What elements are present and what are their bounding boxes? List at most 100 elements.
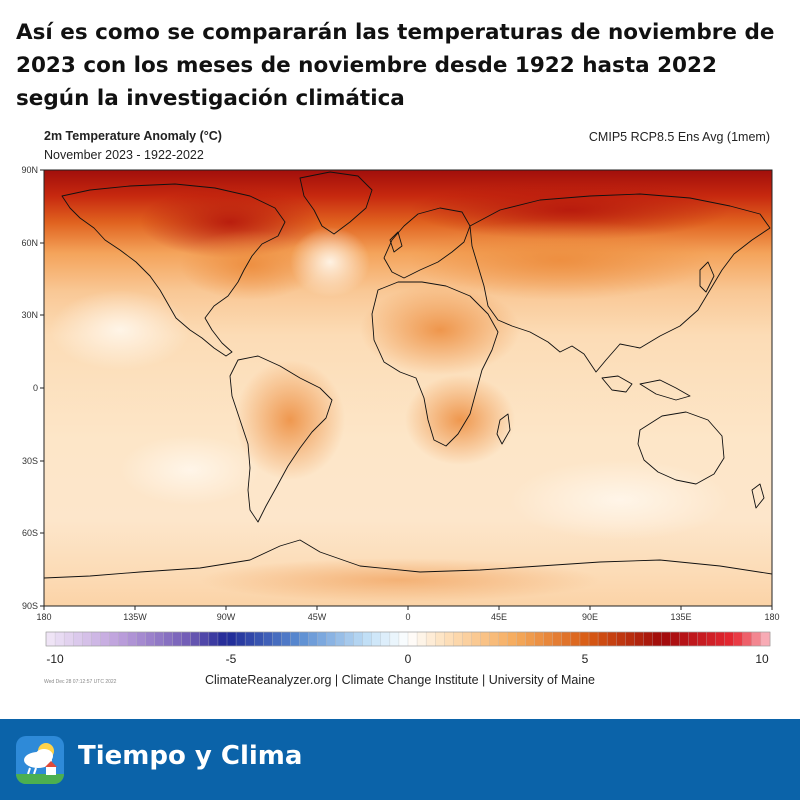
colorbar-swatch bbox=[679, 631, 690, 647]
lat-label-60s: 60S bbox=[21, 528, 38, 538]
colorbar-swatch bbox=[82, 631, 92, 647]
weather-cloud-sun-icon bbox=[16, 736, 64, 784]
lon-ticks bbox=[43, 606, 773, 610]
colorbar-swatch bbox=[507, 631, 518, 647]
colorbar-swatch bbox=[597, 631, 608, 647]
lon-label-90e: 90E bbox=[581, 612, 598, 622]
credit-line: ClimateReanalyzer.org | Climate Change I… bbox=[205, 673, 595, 687]
colorbar-swatch bbox=[244, 631, 255, 647]
colorbar-swatch bbox=[226, 631, 237, 647]
colorbar-swatch bbox=[389, 631, 400, 647]
japan-outline bbox=[699, 261, 715, 293]
colorbar-swatch bbox=[317, 631, 328, 647]
colorbar-swatch bbox=[45, 631, 56, 647]
colorbar-swatch bbox=[751, 631, 762, 647]
colorbar-swatch bbox=[308, 631, 318, 647]
australia-outline bbox=[637, 411, 725, 485]
colorbar-swatch bbox=[154, 631, 165, 647]
colorbar-swatch bbox=[453, 631, 463, 647]
anomaly-field bbox=[44, 170, 772, 606]
lat-label-90n: 90N bbox=[21, 165, 38, 175]
colorbar-label-zero: 0 bbox=[404, 652, 412, 666]
colorbar-swatch bbox=[272, 631, 282, 647]
colorbar-swatch bbox=[643, 631, 653, 647]
headline: Así es como se compararán las temperatur… bbox=[16, 20, 775, 111]
colorbar-swatch bbox=[63, 631, 74, 647]
colorbar-swatch bbox=[290, 631, 300, 647]
colorbar-swatch bbox=[190, 631, 201, 647]
colorbar-swatch bbox=[91, 631, 101, 647]
asia-outline bbox=[469, 193, 771, 373]
colorbar-swatch bbox=[217, 631, 228, 647]
model-label: CMIP5 RCP8.5 Ens Avg (1mem) bbox=[588, 130, 770, 144]
colorbar-swatch bbox=[471, 631, 481, 647]
colorbar-swatch bbox=[570, 631, 581, 647]
colorbar-swatch bbox=[760, 631, 771, 647]
colorbar-swatch bbox=[534, 631, 545, 647]
colorbar-swatch bbox=[733, 631, 744, 647]
colorbar-swatch bbox=[543, 631, 554, 647]
lon-label-45e: 45E bbox=[490, 612, 507, 622]
colorbar-swatch bbox=[724, 631, 735, 647]
colorbar-swatch bbox=[634, 631, 644, 647]
colorbar-swatch bbox=[335, 631, 346, 647]
colorbar-swatch bbox=[136, 631, 147, 647]
brand-name: Tiempo y Clima bbox=[78, 741, 303, 771]
colorbar-swatch bbox=[516, 631, 527, 647]
lon-label-135w: 135W bbox=[123, 612, 147, 622]
colorbar-swatch bbox=[344, 631, 355, 647]
colorbar-swatch bbox=[54, 631, 65, 647]
anomaly-map bbox=[40, 169, 773, 647]
colorbar-swatch bbox=[652, 631, 662, 647]
colorbar-swatch bbox=[588, 631, 599, 647]
colorbar-swatch bbox=[706, 631, 717, 647]
lat-label-0: 0 bbox=[32, 383, 38, 393]
colorbar-swatch bbox=[371, 631, 382, 647]
colorbar-swatch bbox=[462, 631, 472, 647]
brand-bar: Tiempo y Clima bbox=[0, 719, 800, 800]
colorbar-swatch bbox=[489, 631, 499, 647]
colorbar-swatch bbox=[480, 631, 490, 647]
colorbar-swatch bbox=[616, 631, 626, 647]
europe-outline bbox=[383, 207, 471, 279]
colorbar-swatch bbox=[235, 631, 246, 647]
madagascar-outline bbox=[496, 413, 511, 445]
colorbar-swatch bbox=[434, 631, 445, 647]
colorbar-swatch bbox=[299, 631, 309, 647]
colorbar-swatch bbox=[263, 631, 273, 647]
colorbar-swatch bbox=[199, 631, 210, 647]
uk-outline bbox=[389, 231, 403, 253]
colorbar-swatch bbox=[670, 631, 680, 647]
lat-label-90s: 90S bbox=[21, 601, 38, 611]
colorbar-label-min: -10 bbox=[46, 652, 64, 666]
lon-label-0: 0 bbox=[405, 612, 411, 622]
colorbar-swatch bbox=[606, 631, 617, 647]
timestamp: Wed Dec 28 07:12:57 UTC 2022 bbox=[44, 679, 117, 685]
antarctica-outline bbox=[44, 539, 772, 579]
colorbar-label-max: 10 bbox=[755, 652, 769, 666]
colorbar-swatch bbox=[525, 631, 536, 647]
indonesia-outline bbox=[601, 375, 691, 401]
new-zealand-outline bbox=[751, 483, 765, 509]
colorbar bbox=[45, 631, 771, 647]
colorbar-swatch bbox=[380, 631, 391, 647]
colorbar-swatch bbox=[425, 631, 436, 647]
africa-outline bbox=[371, 281, 499, 447]
colorbar-swatch bbox=[561, 631, 572, 647]
colorbar-swatch bbox=[145, 631, 156, 647]
colorbar-swatch bbox=[625, 631, 635, 647]
colorbar-swatch bbox=[715, 631, 726, 647]
colorbar-swatch bbox=[172, 631, 183, 647]
lon-label-90w: 90W bbox=[216, 612, 236, 622]
colorbar-swatch bbox=[697, 631, 708, 647]
colorbar-swatch bbox=[688, 631, 699, 647]
colorbar-swatch bbox=[498, 631, 509, 647]
colorbar-swatch bbox=[742, 631, 753, 647]
colorbar-label-neg5: -5 bbox=[225, 652, 237, 666]
colorbar-swatch bbox=[407, 631, 418, 647]
greenland-outline bbox=[299, 171, 373, 235]
colorbar-swatch bbox=[208, 631, 219, 647]
colorbar-swatch bbox=[579, 631, 590, 647]
north-america-outline bbox=[61, 183, 286, 357]
lat-ticks bbox=[40, 169, 44, 607]
